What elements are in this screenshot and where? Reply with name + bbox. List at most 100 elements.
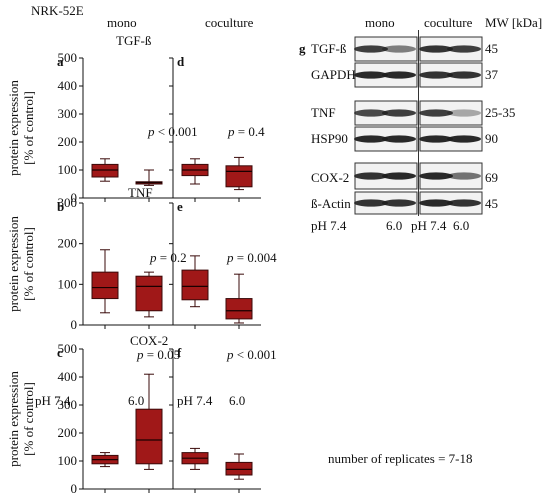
blot-band <box>419 135 453 143</box>
blot-ph-label: pH 7.4 <box>411 218 447 233</box>
blot-band <box>419 71 453 79</box>
protein-title: TGF-ß <box>116 33 152 48</box>
cell-line-label: NRK-52E <box>31 3 84 18</box>
panel-letter: d <box>177 54 185 69</box>
blot-row-label: TNF <box>311 105 336 120</box>
p-value-text: = 0.2 <box>157 250 187 265</box>
blot-band <box>382 199 416 207</box>
p-symbol: p <box>226 347 234 362</box>
blot-row-label: HSP90 <box>311 131 348 146</box>
p-value-text: = 0.05 <box>144 347 181 362</box>
protein-title: COX-2 <box>130 333 168 348</box>
blot-band <box>419 109 453 117</box>
box-iqr <box>135 275 163 312</box>
p-value-label: p = 0.05 <box>136 347 180 362</box>
p-symbol: p <box>136 347 144 362</box>
box-iqr <box>135 408 163 465</box>
y-tick-label: 100 <box>58 276 78 291</box>
blot-band <box>354 109 388 117</box>
x-label-mono-ph60: 6.0 <box>128 393 145 408</box>
blot-band <box>447 45 481 53</box>
y-axis-title-line1: protein expression <box>6 216 21 312</box>
blot-band <box>382 45 416 53</box>
coculture-column-label: coculture <box>205 15 254 30</box>
blot-row-label: COX-2 <box>311 170 350 185</box>
p-value-text: < 0.001 <box>234 347 277 362</box>
y-axis-title-line1: protein expression <box>6 80 21 176</box>
p-symbol: p <box>227 124 235 139</box>
y-axis-title-line2: [% of control] <box>21 91 36 165</box>
p-value-text: < 0.001 <box>155 124 198 139</box>
y-axis-title: protein expression [% of control] <box>6 371 36 467</box>
blot-band <box>447 172 481 180</box>
blot-band <box>354 172 388 180</box>
x-label-coculture-ph60: 6.0 <box>229 393 246 408</box>
blot-band <box>382 135 416 143</box>
blot-ph-label: 6.0 <box>386 218 403 233</box>
blot-band <box>419 199 453 207</box>
y-tick-label: 300 <box>58 397 78 412</box>
blot-band <box>447 71 481 79</box>
protein-title: TNF <box>128 185 153 200</box>
blot-coculture-label: coculture <box>424 15 473 30</box>
blot-row-label: ß-Actin <box>311 196 351 211</box>
y-tick-label: 100 <box>58 453 78 468</box>
blot-band <box>354 71 388 79</box>
blot-row-label: GAPDH <box>311 67 356 82</box>
y-tick-label: 300 <box>58 106 78 121</box>
blot-band <box>447 199 481 207</box>
blot-band <box>419 45 453 53</box>
panel-letter: e <box>177 199 183 214</box>
blot-ph-label: 6.0 <box>453 218 470 233</box>
y-tick-label: 0 <box>71 481 78 496</box>
y-tick-label: 500 <box>58 50 78 65</box>
p-value-text: = 0.004 <box>234 250 278 265</box>
blot-band <box>354 45 388 53</box>
p-symbol: p <box>226 250 234 265</box>
panel-letter: f <box>177 345 182 360</box>
y-tick-label: 400 <box>58 369 78 384</box>
y-tick-label: 200 <box>58 236 78 251</box>
y-tick-label: 400 <box>58 78 78 93</box>
box-iqr <box>181 269 209 301</box>
x-label-coculture-ph74: pH 7.4 <box>177 393 213 408</box>
p-symbol: p <box>149 250 157 265</box>
panel-letter: c <box>57 345 63 360</box>
y-tick-label: 0 <box>71 190 78 205</box>
y-axis-title: protein expression [% of control] <box>6 80 36 176</box>
p-value-label: p = 0.2 <box>149 250 187 265</box>
blot-mw-value: 69 <box>485 170 498 185</box>
mw-label: MW [kDa] <box>485 15 543 30</box>
panel-letter: b <box>57 199 64 214</box>
y-tick-label: 200 <box>58 425 78 440</box>
panel-letter: a <box>57 54 64 69</box>
p-value-label: p = 0.4 <box>227 124 265 139</box>
blot-band <box>447 109 481 117</box>
box-iqr <box>91 271 119 300</box>
replicates-note: number of replicates = 7-18 <box>328 451 473 466</box>
y-axis-title-line1: protein expression <box>6 371 21 467</box>
y-axis-title: protein expression [% of control] <box>6 216 36 312</box>
blot-mw-value: 37 <box>485 67 498 82</box>
blot-panel-letter: g <box>299 41 306 56</box>
blot-band <box>354 135 388 143</box>
blot-row-label: TGF-ß <box>311 41 347 56</box>
y-tick-label: 0 <box>71 317 78 332</box>
box-iqr <box>225 298 253 320</box>
blot-band <box>419 172 453 180</box>
p-value-text: = 0.4 <box>235 124 266 139</box>
blot-mono-label: mono <box>365 15 395 30</box>
blot-band <box>354 199 388 207</box>
blot-ph-label: pH 7.4 <box>311 218 347 233</box>
blot-mw-value: 25-35 <box>485 105 516 120</box>
y-axis-title-line2: [% of control] <box>21 382 36 456</box>
blot-mw-value: 90 <box>485 131 498 146</box>
box-iqr <box>225 165 253 188</box>
p-value-label: p < 0.001 <box>147 124 198 139</box>
mono-column-label: mono <box>107 15 137 30</box>
y-tick-label: 300 <box>58 195 78 210</box>
blot-band <box>382 71 416 79</box>
y-axis-title-line2: [% of control] <box>21 227 36 301</box>
blot-mw-value: 45 <box>485 196 498 211</box>
